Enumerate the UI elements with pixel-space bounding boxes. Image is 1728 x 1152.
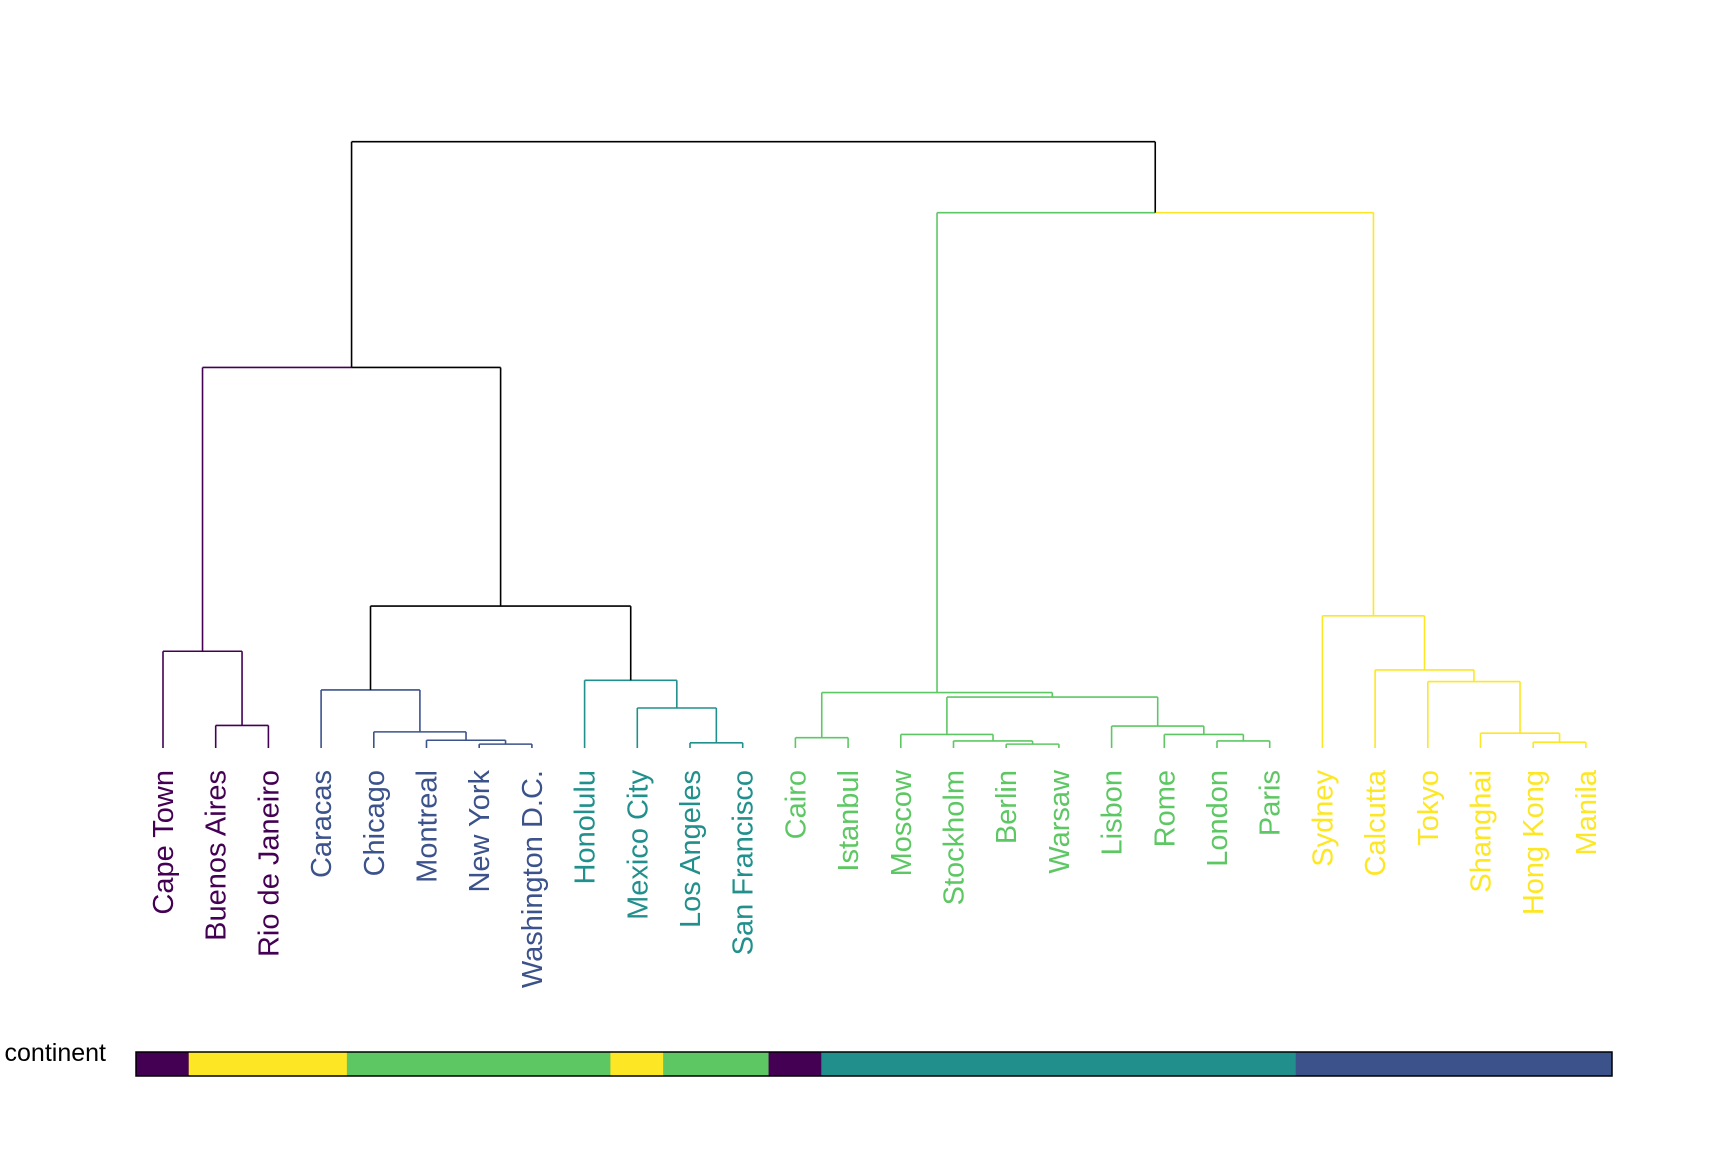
leaf-label: Rome [1149,770,1181,847]
leaf-label: London [1202,770,1234,867]
leaf-labels: Cape Town Buenos Aires Rio de Janeiro Carac… [148,769,1603,988]
leaf-label: Honolulu [570,770,602,884]
annotation-bar-segment [768,1052,822,1076]
leaf-label: Chicago [359,770,391,876]
leaf-label: Warsaw [1044,769,1076,874]
annotation-bar-segment [610,1052,664,1076]
annotation-bar-segment [1295,1052,1613,1076]
leaf-label: Istanbul [833,770,865,872]
leaf-label: Cape Town [148,770,180,915]
leaf-label: Los Angeles [675,770,707,928]
leaf-label: Cairo [780,770,812,839]
leaf-label: New York [464,770,496,893]
leaf-label: Washington D.C. [517,770,549,988]
leaf-label: Mexico City [622,770,654,920]
dendrogram-tree [162,140,1587,748]
leaf-label: San Francisco [728,770,760,955]
annotation-bar-segment [663,1052,770,1076]
leaf-label: Caracas [306,770,338,878]
leaf-label: Moscow [886,769,918,876]
leaf-label: Shanghai [1466,770,1498,893]
leaf-label: Rio de Janeiro [253,770,285,957]
annotation-bar-border [135,1051,1613,1077]
leaf-label: Lisbon [1097,770,1129,855]
leaf-label: Tokyo [1413,770,1445,846]
annotation-bar-segment [821,1052,1297,1076]
continent-annotation-bar [135,1051,1613,1077]
annotation-bar-segment [188,1052,348,1076]
leaf-label: Manila [1571,769,1603,855]
leaf-label: Stockholm [939,770,971,905]
annotation-bar-segment [346,1052,611,1076]
leaf-label: Buenos Aires [201,770,233,941]
annotation-bar-segment [136,1052,190,1076]
annotation-bar-label: continent [5,1039,107,1067]
leaf-label: Calcutta [1360,769,1392,876]
leaf-label: Sydney [1307,770,1339,867]
leaf-label: Hong Kong [1518,770,1550,915]
leaf-label: Berlin [991,770,1023,844]
leaf-label: Paris [1255,770,1287,836]
leaf-label: Montreal [412,770,444,883]
